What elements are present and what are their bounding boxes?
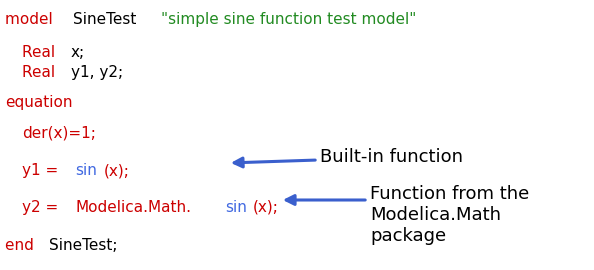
Text: y1, y2;: y1, y2;	[71, 65, 123, 80]
Text: x;: x;	[71, 45, 85, 60]
Text: Real: Real	[22, 65, 60, 80]
Text: der(x)=1;: der(x)=1;	[22, 125, 96, 140]
Text: "simple sine function test model": "simple sine function test model"	[161, 12, 416, 27]
Text: Real: Real	[22, 45, 60, 60]
Text: Function from the
Modelica.Math
package: Function from the Modelica.Math package	[370, 185, 529, 245]
Text: (x);: (x);	[103, 163, 129, 178]
Text: sin: sin	[75, 163, 97, 178]
Text: Modelica.Math.: Modelica.Math.	[75, 200, 191, 215]
Text: SineTest: SineTest	[73, 12, 141, 27]
Text: Built-in function: Built-in function	[320, 148, 463, 166]
Text: model: model	[5, 12, 58, 27]
Text: y1 =: y1 =	[22, 163, 63, 178]
Text: SineTest;: SineTest;	[49, 238, 117, 253]
Text: (x);: (x);	[253, 200, 279, 215]
Text: y2 =: y2 =	[22, 200, 63, 215]
Text: sin: sin	[225, 200, 247, 215]
Text: equation: equation	[5, 95, 72, 110]
Text: end: end	[5, 238, 39, 253]
